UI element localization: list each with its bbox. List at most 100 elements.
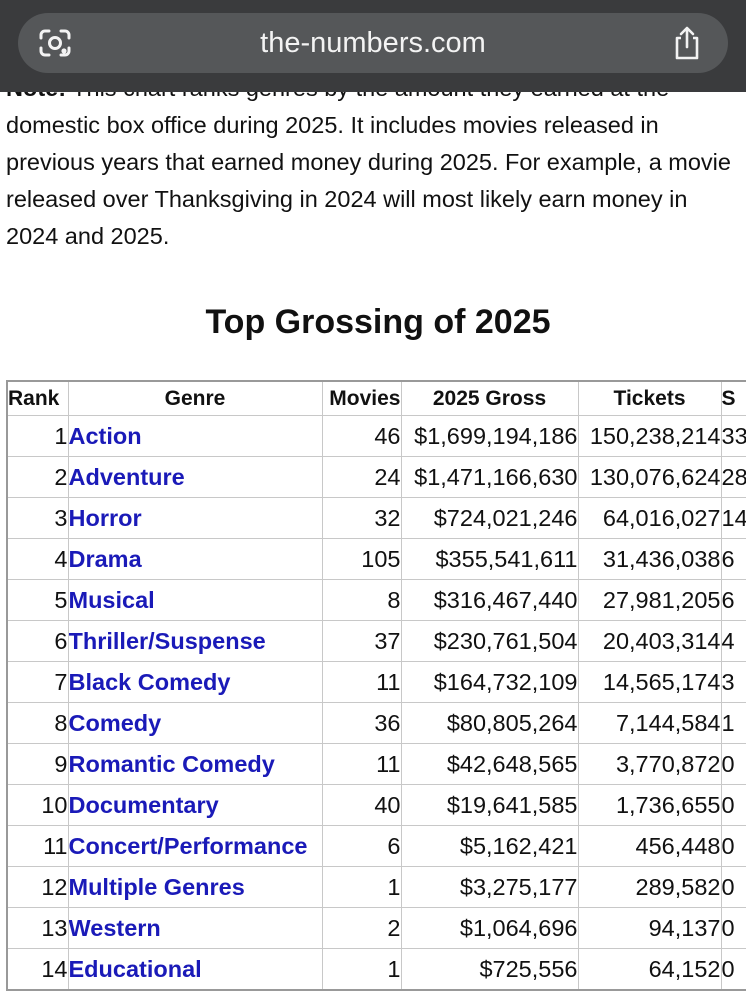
movies-cell: 46 [321, 415, 402, 457]
genre-link[interactable]: Action [68, 422, 142, 449]
genre-link[interactable]: Thriller/Suspense [68, 627, 266, 654]
tickets-cell: 456,448 [577, 825, 722, 867]
movies-cell: 36 [321, 702, 402, 744]
genre-link[interactable]: Documentary [68, 791, 219, 818]
tickets-cell: 289,582 [577, 866, 722, 908]
genre-cell: Action [67, 415, 323, 457]
genre-ranking-table: Rank Genre Movies 2025 Gross Tickets S 1… [6, 380, 746, 991]
rank-cell: 3 [6, 497, 69, 539]
gross-cell: $3,275,177 [400, 866, 579, 908]
movies-cell: 32 [321, 497, 402, 539]
share-cell: 33 [720, 415, 746, 457]
genre-link[interactable]: Adventure [68, 463, 185, 490]
tickets-cell: 3,770,872 [577, 743, 722, 785]
genre-cell: Musical [67, 579, 323, 621]
gross-cell: $80,805,264 [400, 702, 579, 744]
movies-cell: 24 [321, 456, 402, 498]
share-cell: 0 [720, 948, 746, 991]
share-cell: 6 [720, 538, 746, 580]
rank-cell: 13 [6, 907, 69, 949]
genre-link[interactable]: Musical [68, 586, 155, 613]
gross-cell: $724,021,246 [400, 497, 579, 539]
url-text[interactable]: the-numbers.com [260, 27, 486, 59]
genre-link[interactable]: Black Comedy [68, 668, 231, 695]
genre-cell: Horror [67, 497, 323, 539]
movies-cell: 37 [321, 620, 402, 662]
genre-link[interactable]: Romantic Comedy [68, 750, 275, 777]
genre-cell: Educational [67, 948, 323, 991]
genre-link[interactable]: Multiple Genres [68, 873, 245, 900]
share-cell: 14 [720, 497, 746, 539]
address-bar[interactable]: the-numbers.com [18, 13, 728, 73]
gross-cell: $19,641,585 [400, 784, 579, 826]
movies-cell: 11 [321, 743, 402, 785]
table-title: Top Grossing of 2025 [205, 303, 551, 341]
genre-link[interactable]: Horror [68, 504, 142, 531]
share-cell: 0 [720, 866, 746, 908]
browser-toolbar: the-numbers.com [0, 0, 746, 92]
genre-cell: Adventure [67, 456, 323, 498]
header-genre[interactable]: Genre [67, 380, 323, 416]
gross-cell: $164,732,109 [400, 661, 579, 703]
header-gross[interactable]: 2025 Gross [400, 380, 579, 416]
share-icon[interactable] [670, 25, 704, 61]
movies-cell: 40 [321, 784, 402, 826]
share-cell: 0 [720, 743, 746, 785]
header-tickets[interactable]: Tickets [577, 380, 722, 416]
rank-cell: 5 [6, 579, 69, 621]
tickets-cell: 94,137 [577, 907, 722, 949]
genre-cell: Documentary [67, 784, 323, 826]
genre-cell: Western [67, 907, 323, 949]
share-cell: 4 [720, 620, 746, 662]
table-row: 9 Romantic Comedy 11 $42,648,565 3,770,872 0 [6, 743, 746, 785]
gross-cell: $1,699,194,186 [400, 415, 579, 457]
rank-cell: 9 [6, 743, 69, 785]
genre-link[interactable]: Educational [68, 955, 202, 982]
tickets-cell: 7,144,584 [577, 702, 722, 744]
movies-cell: 1 [321, 948, 402, 991]
movies-cell: 8 [321, 579, 402, 621]
genre-link[interactable]: Western [68, 914, 161, 941]
movies-cell: 2 [321, 907, 402, 949]
header-rank[interactable]: Rank [6, 380, 69, 416]
movies-cell: 1 [321, 866, 402, 908]
header-share[interactable]: S [720, 380, 746, 416]
genre-cell: Multiple Genres [67, 866, 323, 908]
genre-link[interactable]: Comedy [68, 709, 162, 736]
gross-cell: $1,064,696 [400, 907, 579, 949]
table-row: 13 Western 2 $1,064,696 94,137 0 [6, 907, 746, 949]
rank-cell: 6 [6, 620, 69, 662]
table-row: 1 Action 46 $1,699,194,186 150,238,214 33 [6, 415, 746, 457]
rank-cell: 14 [6, 948, 69, 991]
share-cell: 0 [720, 784, 746, 826]
genre-cell: Comedy [67, 702, 323, 744]
share-cell: 3 [720, 661, 746, 703]
tickets-cell: 1,736,655 [577, 784, 722, 826]
table-row: 2 Adventure 24 $1,471,166,630 130,076,624 28 [6, 456, 746, 498]
tickets-cell: 64,016,027 [577, 497, 722, 539]
rank-cell: 12 [6, 866, 69, 908]
gross-cell: $355,541,611 [400, 538, 579, 580]
genre-link[interactable]: Drama [68, 545, 142, 572]
tickets-cell: 130,076,624 [577, 456, 722, 498]
share-cell: 1 [720, 702, 746, 744]
rank-cell: 10 [6, 784, 69, 826]
table-row: 3 Horror 32 $724,021,246 64,016,027 14 [6, 497, 746, 539]
table-row: 4 Drama 105 $355,541,611 31,436,038 6 [6, 538, 746, 580]
table-row: 6 Thriller/Suspense 37 $230,761,504 20,403,3… [6, 620, 746, 662]
rank-cell: 7 [6, 661, 69, 703]
tickets-cell: 20,403,314 [577, 620, 722, 662]
table-row: 5 Musical 8 $316,467,440 27,981,205 6 [6, 579, 746, 621]
genre-cell: Thriller/Suspense [67, 620, 323, 662]
header-movies[interactable]: Movies [321, 380, 402, 416]
movies-cell: 11 [321, 661, 402, 703]
rank-cell: 8 [6, 702, 69, 744]
google-lens-icon[interactable] [38, 28, 72, 58]
movies-cell: 6 [321, 825, 402, 867]
intro-text: This chart ranks genres by the amount th… [6, 75, 731, 249]
share-cell: 0 [720, 825, 746, 867]
gross-cell: $725,556 [400, 948, 579, 991]
table-row: 8 Comedy 36 $80,805,264 7,144,584 1 [6, 702, 746, 744]
tickets-cell: 27,981,205 [577, 579, 722, 621]
genre-link[interactable]: Concert/Performance [68, 832, 308, 859]
